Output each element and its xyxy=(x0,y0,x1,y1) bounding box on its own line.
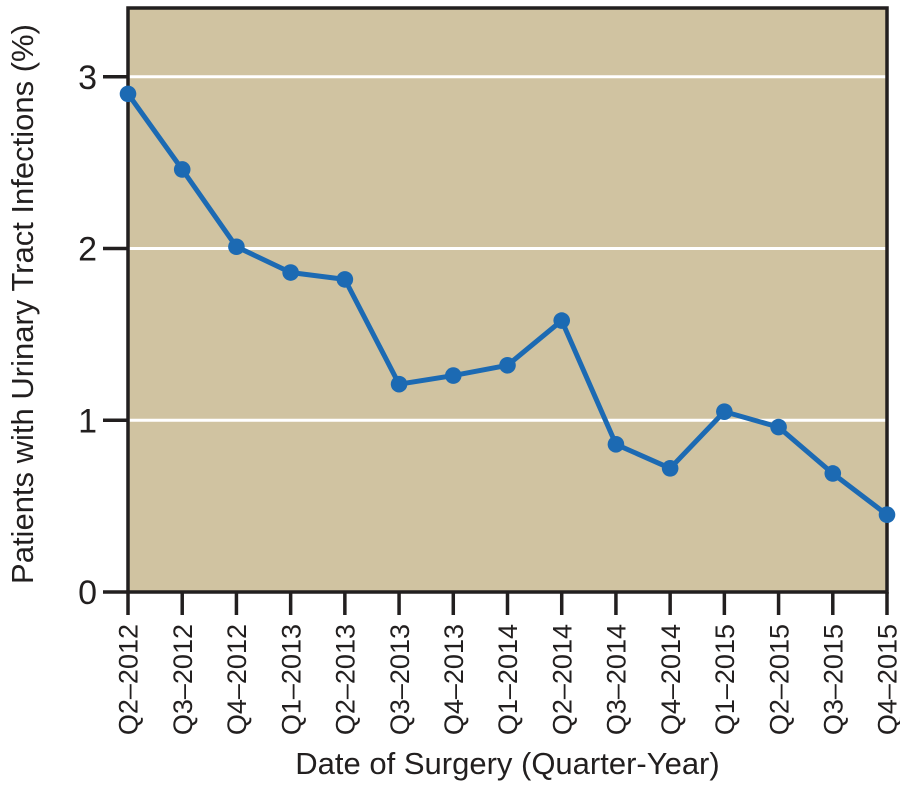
data-point xyxy=(336,271,354,288)
y-axis-title: Patients with Urinary Tract Infections (… xyxy=(5,24,40,584)
data-point xyxy=(878,506,896,524)
x-tick-label: Q2–2015 xyxy=(764,624,794,735)
x-tick-label: Q4–2013 xyxy=(439,624,469,735)
x-tick-label: Q4–2015 xyxy=(873,624,900,735)
data-point xyxy=(607,435,625,453)
x-tick-label: Q1–2014 xyxy=(493,624,523,735)
x-axis-title: Date of Surgery (Quarter-Year) xyxy=(295,746,720,781)
x-tick-label: Q2–2014 xyxy=(547,624,577,735)
y-tick-label: 1 xyxy=(78,402,97,440)
x-tick-label: Q3–2012 xyxy=(168,624,198,735)
x-tick-label: Q1–2015 xyxy=(710,624,740,735)
data-point xyxy=(553,312,571,329)
y-tick-label: 2 xyxy=(78,231,97,269)
data-point xyxy=(661,460,679,477)
data-point xyxy=(770,418,787,436)
data-point xyxy=(824,465,842,482)
x-tick-label: Q1–2013 xyxy=(276,624,306,735)
plot-area xyxy=(128,8,887,592)
data-point xyxy=(282,264,299,281)
data-point xyxy=(390,375,408,393)
data-point xyxy=(228,238,245,256)
y-tick-label: 0 xyxy=(78,574,97,612)
x-tick-label: Q3–2014 xyxy=(602,624,632,735)
x-tick-label: Q2–2013 xyxy=(331,624,361,735)
x-tick-label: Q2–2012 xyxy=(114,624,144,735)
data-point xyxy=(716,403,733,420)
data-point xyxy=(173,161,191,178)
x-tick-label: Q3–2015 xyxy=(819,624,849,735)
data-point xyxy=(499,356,516,374)
data-point xyxy=(119,85,137,103)
y-tick-label: 3 xyxy=(78,59,97,97)
x-tick-label: Q4–2014 xyxy=(656,624,686,735)
data-point xyxy=(444,367,462,384)
x-tick-label: Q4–2012 xyxy=(222,624,252,735)
x-tick-label: Q3–2013 xyxy=(385,624,415,735)
